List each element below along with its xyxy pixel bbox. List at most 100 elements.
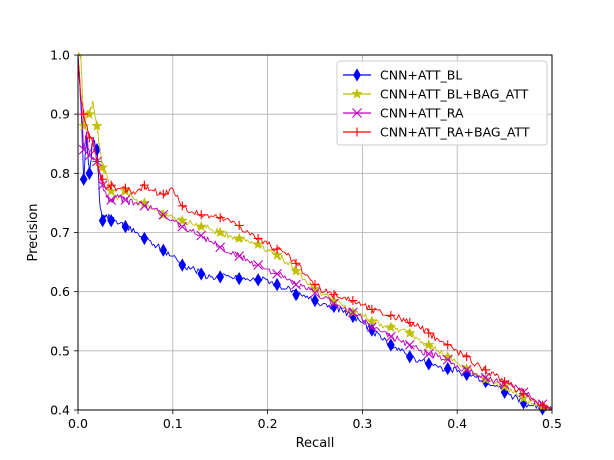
- data-point: [423, 339, 435, 350]
- data-point: [140, 231, 149, 246]
- data-point: [84, 133, 94, 143]
- data-point: [273, 277, 281, 292]
- data-point: [461, 364, 472, 375]
- series-line: [77, 51, 553, 412]
- data-point: [195, 220, 207, 232]
- legend-entry: CNN+ATT_BL: [343, 68, 462, 83]
- data-point: [120, 183, 130, 193]
- data-point: [538, 400, 548, 410]
- series-3: [77, 54, 553, 411]
- data-point: [120, 195, 131, 205]
- data-point: [480, 373, 492, 384]
- data-point: [461, 362, 473, 374]
- data-point: [385, 321, 397, 332]
- data-point: [107, 214, 116, 228]
- data-point: [367, 304, 377, 314]
- data-point: [78, 120, 90, 131]
- data-point: [105, 185, 117, 196]
- data-point: [442, 350, 454, 362]
- legend-box: [336, 60, 548, 146]
- data-point: [328, 294, 340, 306]
- data-point: [348, 307, 358, 318]
- data-point: [106, 195, 117, 205]
- data-point: [291, 279, 301, 290]
- data-point: [252, 238, 264, 250]
- data-point: [159, 243, 168, 257]
- data-point: [405, 317, 415, 327]
- x-tick-label: 0.0: [68, 416, 88, 431]
- data-point: [462, 352, 472, 362]
- y-tick-label: 0.7: [50, 225, 70, 240]
- data-point: [329, 290, 339, 300]
- y-tick-label: 0.6: [50, 284, 70, 299]
- data-point: [405, 350, 414, 364]
- data-point: [216, 270, 225, 284]
- data-point: [214, 226, 226, 238]
- data-point: [424, 328, 434, 338]
- data-point: [272, 244, 282, 254]
- data-point: [235, 271, 243, 286]
- series-line: [77, 54, 553, 411]
- data-point: [387, 338, 395, 352]
- data-point: [234, 220, 244, 230]
- data-point: [196, 230, 207, 241]
- data-point: [423, 348, 434, 359]
- x-tick-label: 0.5: [542, 416, 562, 431]
- data-point: [106, 180, 116, 190]
- data-point: [97, 161, 109, 173]
- data-point: [139, 180, 149, 190]
- legend: CNN+ATT_BL CNN+ATT_BL+BAG_ATT CNN+ATT_RA CN…: [336, 60, 548, 146]
- x-tick-label: 0.1: [163, 416, 183, 431]
- legend-label: CNN+ATT_RA+BAG_ATT: [380, 125, 530, 140]
- data-point: [234, 251, 245, 262]
- data-point: [292, 287, 300, 302]
- data-point: [253, 233, 263, 243]
- data-point: [176, 214, 188, 226]
- data-point: [138, 197, 150, 208]
- data-point: [443, 361, 452, 376]
- x-axis-label: Recall: [296, 436, 335, 451]
- legend-marker: [353, 68, 361, 82]
- legend-marker: [352, 127, 362, 137]
- y-tick-label: 1.0: [50, 48, 70, 63]
- data-point: [481, 365, 491, 375]
- legend-entry: CNN+ATT_BL+BAG_ATT: [343, 87, 529, 102]
- legend-marker: [351, 88, 363, 99]
- data-point: [253, 260, 264, 270]
- data-point: [310, 280, 320, 290]
- data-point: [311, 293, 319, 308]
- data-point: [196, 210, 206, 220]
- data-point: [92, 157, 102, 166]
- series-line: [77, 54, 553, 412]
- data-point: [442, 354, 453, 365]
- data-point: [385, 331, 396, 342]
- data-point: [79, 109, 89, 119]
- data-point: [291, 258, 301, 268]
- data-point: [366, 315, 378, 326]
- data-point: [215, 242, 226, 253]
- data-point: [158, 189, 168, 199]
- data-point: [233, 232, 245, 244]
- data-point: [366, 322, 377, 333]
- x-tick-label: 0.4: [447, 416, 467, 431]
- data-point: [91, 120, 103, 131]
- data-point: [348, 296, 358, 306]
- x-tick-label: 0.2: [258, 416, 278, 431]
- data-point: [98, 174, 108, 184]
- legend-label: CNN+ATT_RA: [380, 106, 464, 121]
- data-point: [254, 273, 262, 287]
- y-tick-label: 0.8: [50, 166, 70, 181]
- series-4: [77, 54, 553, 411]
- data-point: [329, 298, 339, 309]
- data-point: [404, 327, 416, 338]
- data-point: [272, 269, 282, 279]
- data-point: [424, 357, 433, 371]
- legend-marker: [352, 108, 362, 118]
- data-point: [98, 214, 107, 228]
- data-point: [83, 108, 95, 119]
- data-point: [197, 267, 206, 281]
- data-point: [480, 372, 491, 383]
- data-point: [290, 265, 302, 276]
- data-point: [79, 172, 88, 186]
